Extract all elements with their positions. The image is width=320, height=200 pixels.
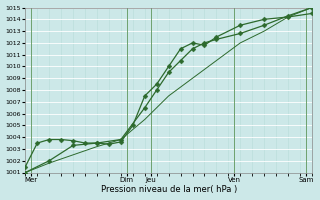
- X-axis label: Pression niveau de la mer( hPa ): Pression niveau de la mer( hPa ): [100, 185, 237, 194]
